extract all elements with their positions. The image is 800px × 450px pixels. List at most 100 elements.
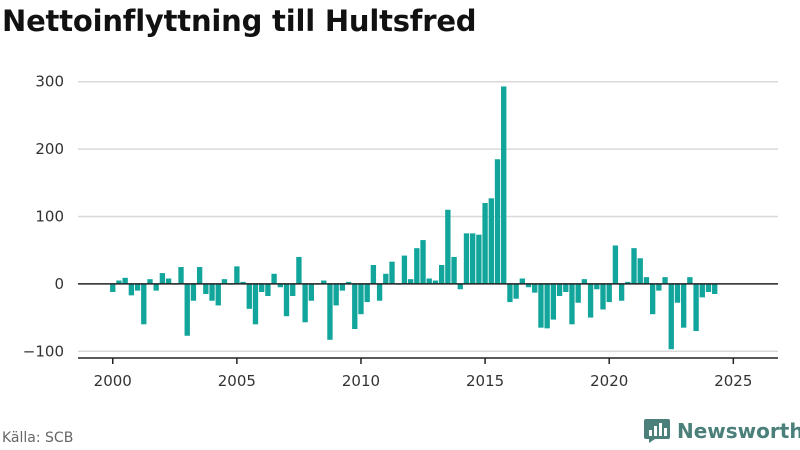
bar: [116, 280, 122, 284]
bar: [414, 248, 420, 284]
bar: [376, 283, 383, 301]
bar: [321, 280, 327, 284]
bar: [656, 283, 662, 291]
chart-bubble-icon: [644, 419, 670, 443]
bar: [581, 279, 588, 284]
x-tick-label: 2015: [466, 372, 504, 390]
y-tick-label: 100: [35, 208, 64, 226]
bar: [668, 283, 674, 350]
x-tick-label: 2020: [590, 372, 628, 390]
bar: [327, 283, 333, 340]
bar: [190, 283, 197, 301]
bar: [432, 280, 439, 284]
brand-name: Newsworthy: [677, 419, 800, 443]
bar: [240, 281, 246, 284]
bar: [507, 283, 513, 303]
x-tick-label: 2000: [94, 372, 132, 390]
bar: [600, 283, 606, 310]
bar: [712, 283, 718, 294]
bar: [420, 240, 426, 284]
bar: [693, 283, 699, 332]
bar: [532, 283, 538, 293]
y-tick-label: 0: [54, 275, 64, 293]
bar: [234, 266, 240, 284]
bar: [221, 279, 228, 284]
bar: [283, 283, 290, 317]
bar: [352, 283, 358, 330]
bar: [637, 258, 643, 284]
bar: [271, 273, 277, 284]
bar: [556, 283, 563, 297]
bar: [196, 267, 203, 284]
bar: [339, 283, 346, 291]
bar: [587, 283, 594, 318]
bar: [631, 248, 637, 284]
bar: [569, 283, 575, 325]
bar: [178, 267, 184, 284]
bar: [494, 159, 501, 284]
bar: [209, 283, 215, 301]
bar: [649, 283, 656, 315]
bar: [389, 261, 395, 284]
gridlines: [78, 80, 778, 353]
bar: [544, 283, 550, 329]
bar: [277, 283, 283, 288]
bar: [252, 283, 259, 325]
bar: [550, 283, 557, 320]
bar: [662, 277, 668, 284]
bar: [705, 283, 712, 292]
bar: [290, 283, 296, 297]
bar: [674, 283, 681, 303]
bar: [265, 283, 271, 297]
bar: [606, 283, 612, 303]
bar: [296, 256, 302, 284]
bar: [482, 203, 488, 284]
bar: [513, 283, 519, 299]
bar: [625, 281, 631, 284]
y-tick-label: 200: [35, 140, 64, 158]
bar: [141, 283, 147, 325]
y-tick-label: 300: [35, 73, 64, 91]
bar: [519, 278, 525, 284]
bar: [302, 283, 308, 323]
bar: [215, 283, 221, 306]
chart-title: Nettoinflyttning till Hultsfred: [2, 4, 477, 38]
bar: [370, 265, 377, 284]
bar: [203, 283, 209, 294]
bar: [110, 283, 116, 292]
x-tick-label: 2005: [218, 372, 256, 390]
bar: [451, 256, 457, 284]
bar: [476, 234, 482, 284]
bar: [681, 283, 687, 328]
bar: [643, 277, 650, 284]
bar: [407, 279, 414, 284]
y-tick-label: −100: [23, 342, 64, 360]
bar: [128, 283, 135, 296]
bar: [147, 279, 153, 284]
bar: [333, 283, 339, 306]
bar: [308, 283, 314, 301]
bar: [259, 283, 265, 292]
bar: [470, 233, 476, 284]
bar: [364, 283, 370, 303]
bar: [153, 283, 159, 291]
bar: [699, 283, 705, 298]
bar: [159, 273, 166, 284]
bar: [687, 277, 693, 284]
brand-logo[interactable]: Newsworthy: [643, 418, 800, 444]
x-tick-label: 2025: [714, 372, 752, 390]
bar: [563, 283, 569, 292]
bar: [401, 255, 408, 284]
bar: [445, 209, 451, 284]
bar: [426, 278, 432, 284]
bar: [457, 283, 463, 290]
bar: [165, 278, 172, 284]
axes: −100 0 100 200 300 2000 2005 2010 2015 2020 2025: [23, 73, 778, 390]
bar: [383, 273, 389, 284]
bar: [184, 283, 190, 336]
bar: [594, 283, 600, 290]
bar: [612, 245, 619, 284]
x-tick-label: 2010: [342, 372, 380, 390]
bar: [618, 283, 625, 301]
